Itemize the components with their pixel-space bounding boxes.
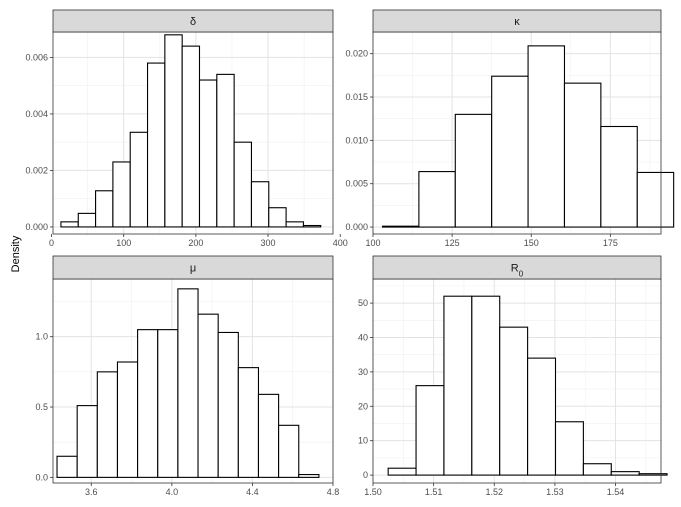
x-tick-label: 100 [116, 238, 131, 248]
x-tick-label: 0 [49, 238, 54, 248]
histogram-bar [415, 385, 445, 476]
histogram-bar [636, 171, 675, 228]
y-tick-label: 0.010 [345, 135, 368, 145]
histogram-bar [285, 221, 304, 228]
histogram-bar [471, 295, 501, 476]
facet-label: κ [514, 16, 520, 28]
histogram-bar [582, 463, 612, 476]
histogram-bar [164, 34, 183, 228]
histogram-bar [638, 473, 668, 476]
facet-label: μ [190, 263, 196, 275]
histogram-bar [137, 329, 159, 478]
facet-label-subscript: 0 [519, 269, 524, 278]
y-tick-label: 0.000 [345, 222, 368, 232]
histogram-bar [60, 221, 79, 228]
histogram-bar [418, 171, 456, 228]
histogram-bar [381, 225, 420, 228]
histogram-bar [257, 393, 280, 478]
y-tick-label: 0.004 [25, 109, 48, 119]
histogram-bar [197, 313, 219, 478]
facet-strip [372, 255, 662, 280]
y-tick-label: 0.006 [25, 52, 48, 62]
x-tick-label: 4.0 [166, 487, 179, 497]
y-tick-label: 40 [358, 332, 368, 342]
facet-label: δ [190, 16, 196, 28]
x-tick-label: 1.52 [485, 487, 503, 497]
facet-panel: μ 3.6 4.0 4.4 4.8 0.0 0.5 1.0 [35, 255, 340, 497]
histogram-bar [527, 45, 566, 228]
y-tick-label: 0.000 [25, 222, 48, 232]
histogram-bar [157, 329, 179, 478]
histogram-bar [443, 295, 473, 476]
histogram-bar [129, 131, 149, 228]
x-tick-label: 4.4 [246, 487, 259, 497]
histogram-bar [217, 331, 239, 478]
x-tick-label: 125 [445, 238, 460, 248]
y-tick-label: 0.0 [35, 472, 48, 482]
facet-strip [372, 9, 662, 33]
y-tick-label: 0.015 [345, 92, 368, 102]
facet-label: R0 [511, 263, 524, 279]
y-tick-label: 0.020 [345, 49, 368, 59]
histogram-bar [181, 45, 201, 228]
histogram-bar [96, 371, 119, 478]
histogram-bar [177, 288, 199, 478]
y-tick-label: 10 [358, 436, 368, 446]
x-tick-label: 150 [524, 238, 539, 248]
histogram-bar [278, 424, 300, 478]
x-tick-label: 200 [188, 238, 203, 248]
histogram-bar [233, 141, 253, 228]
histogram-bar [216, 73, 235, 228]
x-tick-label: 175 [603, 238, 618, 248]
y-axis-title: Density [10, 235, 22, 272]
facet-strip [52, 9, 334, 33]
histogram-bar [387, 467, 417, 476]
x-tick-label: 1.50 [364, 487, 382, 497]
y-tick-label: 0.005 [345, 179, 368, 189]
histogram-bar [56, 455, 78, 478]
y-tick-label: 0.002 [25, 165, 48, 175]
x-tick-label: 400 [333, 238, 348, 248]
facet-label-main: R [511, 263, 519, 275]
histogram-bar [610, 471, 640, 476]
histogram-bar [454, 113, 493, 228]
histogram-bar [268, 207, 287, 228]
y-tick-label: 0.5 [35, 402, 48, 412]
y-tick-label: 20 [358, 401, 368, 411]
histogram-bar [76, 405, 98, 478]
x-tick-label: 4.8 [327, 487, 340, 497]
histogram-bar [112, 161, 131, 228]
x-tick-label: 1.53 [546, 487, 564, 497]
x-tick-label: 3.6 [85, 487, 98, 497]
x-tick-label: 300 [261, 238, 276, 248]
y-tick-label: 1.0 [35, 332, 48, 342]
histogram-bar [527, 357, 557, 476]
x-tick-label: 1.51 [425, 487, 443, 497]
facet-panel: κ 100 125 150 175 0.000 0.005 0.010 0.015 0.020 [345, 9, 675, 248]
facet-panel: δ 0 100 200 300 400 0.000 0.002 0.004 0.006 [25, 9, 348, 248]
histogram-bar [146, 62, 166, 228]
y-tick-label: 50 [358, 298, 368, 308]
histogram-bar [250, 181, 270, 228]
histogram-bar [198, 79, 218, 228]
y-tick-label: 0 [363, 470, 368, 480]
histogram-bar [116, 361, 139, 478]
histogram-bar [77, 212, 97, 228]
histogram-bar [600, 125, 638, 228]
histogram-bar [554, 421, 584, 476]
histogram-bar [298, 474, 320, 478]
y-tick-label: 30 [358, 367, 368, 377]
histogram-bar [237, 367, 260, 478]
facet-strip [52, 255, 334, 280]
x-tick-label: 1.54 [607, 487, 625, 497]
histogram-bar [491, 75, 529, 228]
histogram-bar [95, 190, 114, 228]
x-tick-label: 100 [365, 238, 380, 248]
histogram-bar [499, 326, 529, 476]
histogram-bar [563, 82, 602, 228]
histogram-bar [302, 224, 322, 228]
